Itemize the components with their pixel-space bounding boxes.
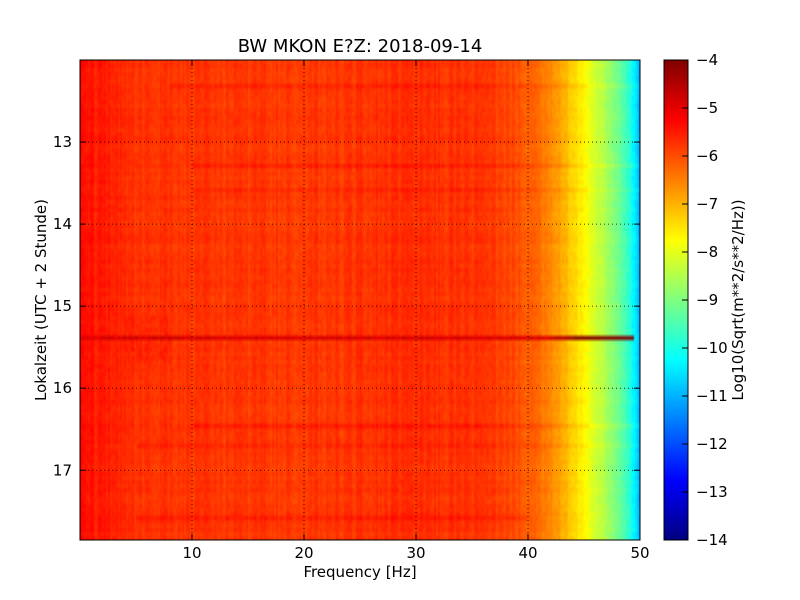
colorbar-tick-label: −8 bbox=[696, 243, 718, 261]
y-tick-label: 15 bbox=[53, 297, 72, 315]
x-tick-label: 10 bbox=[182, 544, 201, 562]
y-tick-label: 14 bbox=[53, 215, 72, 233]
colorbar-tick-label: −6 bbox=[696, 147, 718, 165]
y-axis: 13 14 15 16 17 bbox=[53, 133, 640, 479]
grid-lines bbox=[80, 60, 640, 540]
y-axis-title: Lokalzeit (UTC + 2 Stunde) bbox=[32, 199, 50, 401]
plot-frame bbox=[79, 59, 641, 541]
colorbar-tick-label: −10 bbox=[696, 339, 728, 357]
colorbar-tick-label: −13 bbox=[696, 483, 728, 501]
heatmap-area bbox=[80, 60, 640, 540]
x-axis: 10 20 30 40 50 bbox=[182, 60, 650, 562]
colorbar-tick-label: −14 bbox=[696, 531, 728, 549]
colorbar-tick-label: −9 bbox=[696, 291, 718, 309]
colorbar-tick-label: −5 bbox=[696, 99, 718, 117]
x-tick-label: 20 bbox=[294, 544, 313, 562]
colorbar-tick-label: −4 bbox=[696, 51, 718, 69]
colorbar-title: Log10(Sqrt(m**2/s**2/Hz)) bbox=[729, 199, 747, 400]
x-tick-label: 30 bbox=[406, 544, 425, 562]
colorbar-tick-label: −11 bbox=[696, 387, 728, 405]
y-tick-label: 17 bbox=[53, 461, 72, 479]
y-tick-label: 13 bbox=[53, 133, 72, 151]
colorbar-tick-label: −12 bbox=[696, 435, 728, 453]
x-tick-label: 40 bbox=[518, 544, 537, 562]
x-tick-label: 50 bbox=[630, 544, 649, 562]
x-axis-title: Frequency [Hz] bbox=[303, 563, 416, 581]
colorbar-axis: −4 −5 −6 −7 −8 −9 −10 −11 −12 −13 −14 bbox=[682, 51, 728, 549]
heatmap-image bbox=[80, 60, 640, 540]
chart-title: BW MKON E?Z: 2018-09-14 bbox=[238, 36, 483, 57]
y-tick-label: 16 bbox=[53, 379, 72, 397]
colorbar-tick-label: −7 bbox=[696, 195, 718, 213]
